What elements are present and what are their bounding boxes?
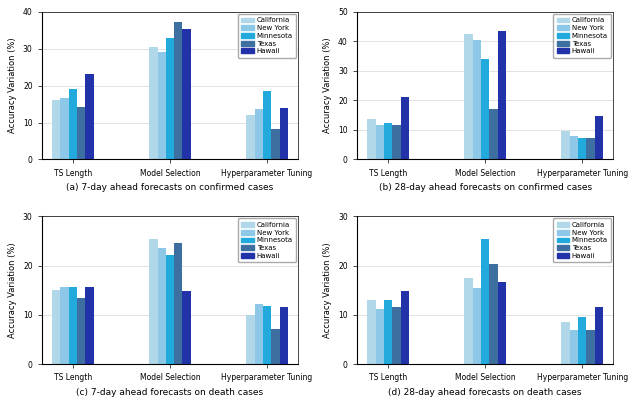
Bar [367, 119, 376, 160]
Bar [473, 288, 481, 364]
Y-axis label: Accuracy Variation (%): Accuracy Variation (%) [323, 38, 332, 134]
Bar [401, 98, 409, 160]
Bar [498, 31, 506, 160]
Bar [85, 287, 93, 364]
X-axis label: (b) 28-day ahead forecasts on confirmed cases: (b) 28-day ahead forecasts on confirmed … [379, 183, 592, 192]
X-axis label: (a) 7-day ahead forecasts on confirmed cases: (a) 7-day ahead forecasts on confirmed c… [67, 183, 274, 192]
Bar [52, 100, 60, 160]
Bar [586, 330, 595, 364]
Legend: California, New York, Minnesota, Texas, Hawaii: California, New York, Minnesota, Texas, … [238, 14, 296, 58]
Bar [490, 109, 498, 160]
Bar [586, 138, 595, 160]
Bar [392, 307, 401, 364]
Y-axis label: Accuracy Variation (%): Accuracy Variation (%) [8, 243, 17, 338]
Y-axis label: Accuracy Variation (%): Accuracy Variation (%) [323, 243, 332, 338]
Bar [246, 115, 255, 160]
Bar [578, 138, 586, 160]
Legend: California, New York, Minnesota, Texas, Hawaii: California, New York, Minnesota, Texas, … [238, 219, 296, 262]
Bar [570, 136, 578, 160]
Y-axis label: Accuracy Variation (%): Accuracy Variation (%) [8, 38, 17, 134]
Bar [578, 318, 586, 364]
Bar [157, 52, 166, 160]
Bar [481, 239, 490, 364]
Bar [174, 243, 182, 364]
Bar [60, 287, 68, 364]
Bar [52, 290, 60, 364]
Bar [570, 330, 578, 364]
Bar [263, 91, 271, 160]
Bar [174, 22, 182, 160]
Bar [498, 282, 506, 364]
Bar [255, 109, 263, 160]
Bar [77, 107, 85, 160]
Bar [280, 307, 288, 364]
X-axis label: (d) 28-day ahead forecasts on death cases: (d) 28-day ahead forecasts on death case… [388, 388, 582, 396]
Bar [473, 40, 481, 160]
Bar [182, 291, 191, 364]
Bar [280, 108, 288, 160]
Bar [465, 34, 473, 160]
Bar [271, 329, 280, 364]
Bar [149, 47, 157, 160]
Bar [392, 125, 401, 160]
Bar [595, 307, 603, 364]
Bar [166, 255, 174, 364]
Bar [60, 98, 68, 160]
Bar [376, 125, 384, 160]
Bar [68, 90, 77, 160]
Bar [401, 291, 409, 364]
Bar [561, 132, 570, 160]
Legend: California, New York, Minnesota, Texas, Hawaii: California, New York, Minnesota, Texas, … [553, 219, 611, 262]
Bar [481, 60, 490, 160]
Bar [255, 304, 263, 364]
Bar [157, 248, 166, 364]
Bar [68, 287, 77, 364]
Bar [149, 239, 157, 364]
Bar [490, 264, 498, 364]
Bar [246, 315, 255, 364]
Bar [271, 129, 280, 160]
Bar [384, 124, 392, 160]
Bar [182, 29, 191, 160]
Bar [85, 74, 93, 160]
Legend: California, New York, Minnesota, Texas, Hawaii: California, New York, Minnesota, Texas, … [553, 14, 611, 58]
Bar [595, 116, 603, 160]
Bar [561, 322, 570, 364]
Bar [384, 300, 392, 364]
Bar [77, 298, 85, 364]
Bar [166, 38, 174, 160]
Bar [465, 278, 473, 364]
X-axis label: (c) 7-day ahead forecasts on death cases: (c) 7-day ahead forecasts on death cases [76, 388, 264, 396]
Bar [367, 300, 376, 364]
Bar [376, 309, 384, 364]
Bar [263, 305, 271, 364]
